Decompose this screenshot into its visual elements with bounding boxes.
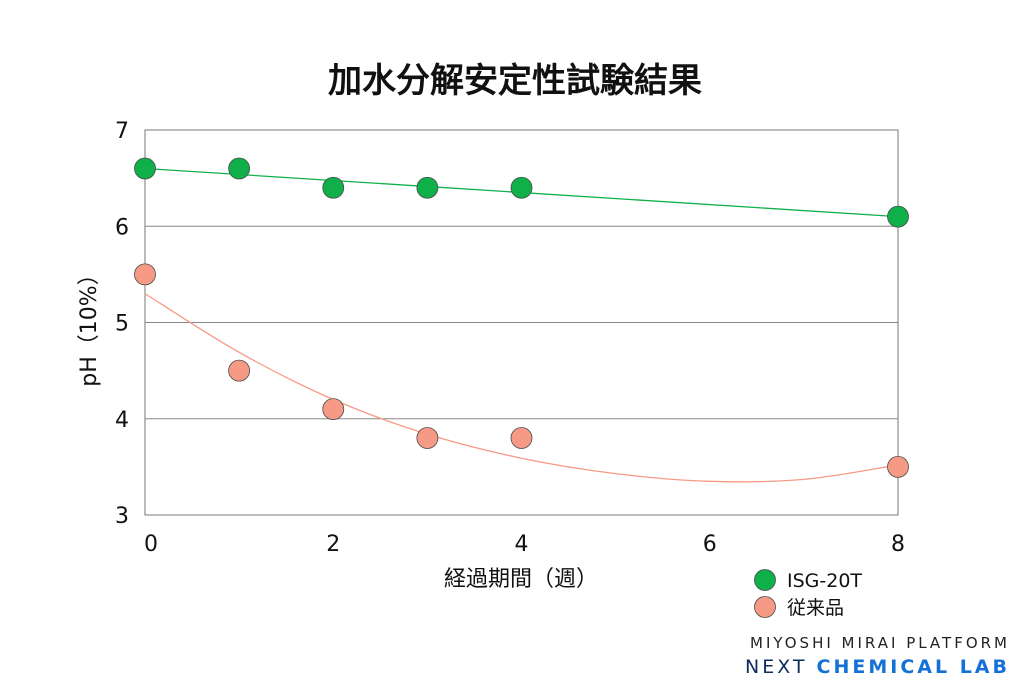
point-series-1-2 — [322, 398, 345, 421]
point-series-0-1 — [228, 157, 251, 180]
gridlines — [145, 225, 898, 420]
y-tick-4: 4 — [115, 408, 129, 433]
y-tick-7: 7 — [115, 119, 129, 144]
point-series-1-3 — [416, 427, 439, 449]
point-series-0-2 — [322, 176, 345, 199]
brand-next: NEXT — [745, 656, 817, 678]
point-series-0-5 — [887, 205, 909, 228]
point-series-0-0 — [134, 157, 156, 180]
point-series-1-1 — [228, 359, 251, 382]
x-tick-labels: 0 2 4 6 8 — [144, 532, 905, 557]
x-axis-label: 経過期間（週） — [444, 567, 598, 592]
x-tick-0: 0 — [144, 532, 158, 557]
x-tick-8: 8 — [891, 532, 905, 557]
x-tick-2: 2 — [326, 532, 340, 557]
y-tick-labels: 3 4 5 6 7 — [115, 119, 129, 529]
y-tick-3: 3 — [115, 504, 129, 529]
trendline-series-1 — [144, 293, 899, 483]
point-series-0-4 — [510, 176, 533, 199]
chart-title: 加水分解安定性試験結果 — [328, 61, 702, 101]
legend-marker-1 — [754, 596, 776, 618]
brand-line-1: MIYOSHI MIRAI PLATFORM — [750, 634, 1010, 652]
point-series-1-0 — [134, 263, 156, 286]
y-tick-5: 5 — [115, 312, 129, 337]
point-series-0-3 — [416, 176, 439, 199]
y-tick-6: 6 — [115, 215, 129, 240]
brand-line-2: NEXT CHEMICAL LAB — [745, 656, 1010, 678]
legend-marker-0 — [754, 569, 776, 591]
legend-label-1: 従来品 — [787, 597, 844, 619]
x-tick-4: 4 — [515, 532, 529, 557]
x-tick-6: 6 — [703, 532, 717, 557]
y-axis-label: pH（10%） — [77, 263, 102, 386]
legend: ISG-20T 従来品 — [754, 569, 862, 619]
data-points — [134, 157, 909, 478]
point-series-1-4 — [510, 427, 533, 449]
legend-label-0: ISG-20T — [787, 570, 862, 592]
brand-chemical-lab: CHEMICAL LAB — [817, 656, 1010, 678]
point-series-1-5 — [887, 455, 909, 478]
